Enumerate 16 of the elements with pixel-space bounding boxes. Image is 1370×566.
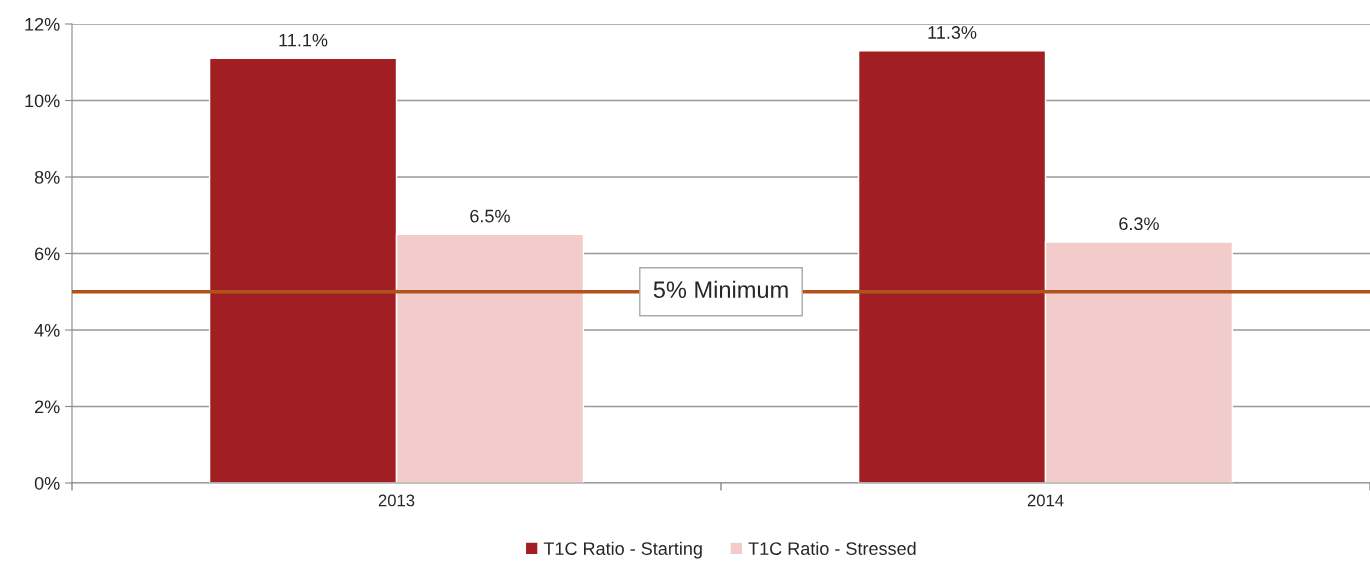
- y-tick-label: 6%: [35, 247, 60, 261]
- ref-line-label: 5% Minimum: [653, 280, 788, 299]
- data-label: 6.5%: [470, 209, 510, 223]
- data-label: 6.3%: [1119, 217, 1159, 231]
- y-tick-label: 10%: [25, 94, 60, 108]
- x-tick-label: 2013: [378, 494, 415, 507]
- y-tick-label: 2%: [35, 400, 60, 414]
- data-label: 11.3%: [928, 26, 977, 39]
- x-tick-label: 2014: [1027, 494, 1064, 507]
- y-tick-label: 4%: [34, 324, 60, 337]
- y-tick-label: 12%: [25, 17, 60, 31]
- legend-label: T1C Ratio - Stressed: [748, 541, 916, 555]
- y-tick-label: 0%: [34, 476, 60, 490]
- data-label: 11.1%: [279, 33, 328, 47]
- y-tick-label: 8%: [34, 170, 60, 184]
- legend-label: T1C Ratio - Starting: [543, 541, 702, 559]
